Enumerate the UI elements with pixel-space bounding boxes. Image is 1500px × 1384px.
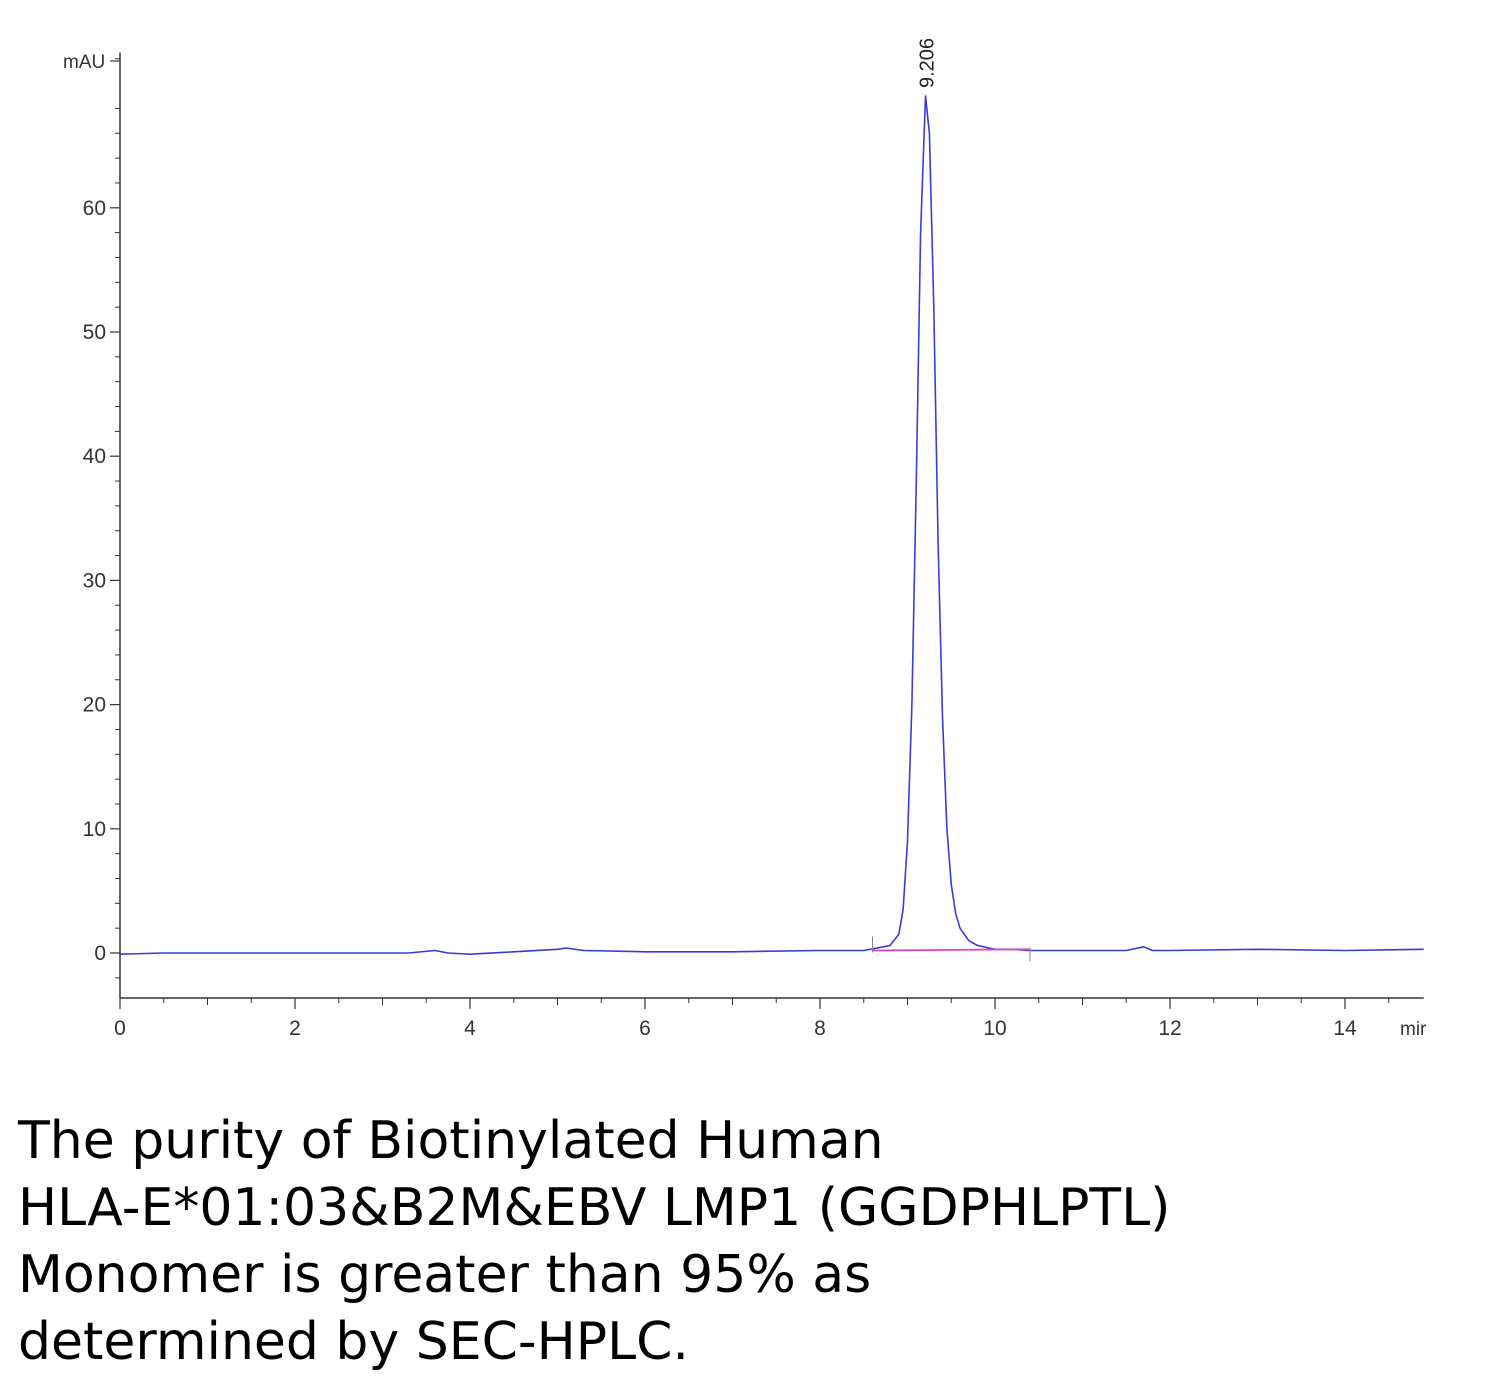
x-tick-label: 0 [114, 1017, 126, 1040]
caption-line-2: HLA-E*01:03&B2M&EBV LMP1 (GGDPHLPTL) [18, 1178, 1171, 1238]
caption-line-3: Monomer is greater than 95% as [18, 1245, 872, 1305]
x-tick-label: 14 [1333, 1017, 1357, 1040]
y-axis: 0 10 20 30 40 50 60 [83, 52, 121, 998]
y-tick-label: 60 [83, 197, 106, 220]
y-tick-label: 30 [83, 569, 106, 592]
x-tick-label: 6 [639, 1017, 651, 1040]
x-tick-label: 8 [814, 1017, 826, 1040]
y-tick-label: 10 [83, 818, 106, 841]
x-axis: 0 2 4 6 8 10 12 14 [114, 997, 1424, 1040]
x-tick-label: 12 [1158, 1017, 1181, 1040]
plot-area: 9.206 [119, 38, 1424, 962]
chromatogram-trace [119, 95, 1424, 956]
x-axis-unit: mir [1400, 1019, 1427, 1040]
y-axis-unit: mAU [63, 52, 105, 73]
x-tick-label: 4 [464, 1017, 476, 1040]
caption-line-1: The purity of Biotinylated Human [18, 1111, 884, 1171]
caption-line-4: determined by SEC-HPLC. [18, 1312, 689, 1372]
y-tick-label: 50 [83, 321, 106, 344]
x-tick-label: 10 [983, 1017, 1006, 1040]
peak-label: 9.206 [917, 38, 939, 88]
y-tick-label: 20 [83, 694, 106, 717]
y-tick-label: 0 [94, 942, 106, 965]
baseline-segment [872, 948, 1031, 952]
x-tick-label: 2 [289, 1017, 301, 1040]
y-tick-label: 40 [83, 445, 106, 468]
caption: The purity of Biotinylated Human HLA-E*0… [18, 1108, 1478, 1376]
chromatogram-chart: 0 10 20 30 40 50 60 0 2 4 6 8 10 12 14 9.206 mAU mir [63, 38, 1427, 1040]
